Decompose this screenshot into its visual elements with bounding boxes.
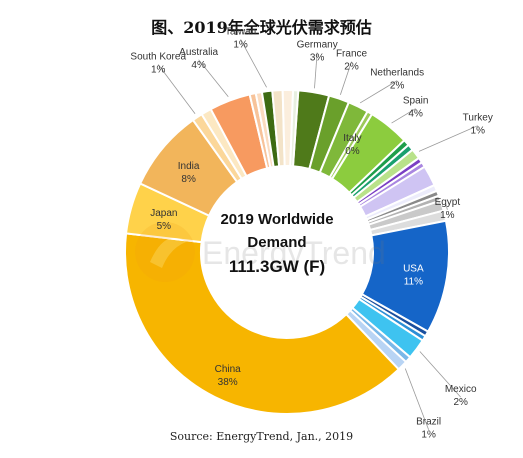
slice-label-spain: Spain [403,96,429,107]
slice-value-germany: 3% [310,53,325,64]
leader-line-spain [391,108,416,124]
slice-label-france: France [336,49,368,60]
slice-value-mexico: 2% [453,397,468,408]
slice-value-japan: 5% [157,221,172,232]
leader-line-germany [314,52,318,89]
leader-line-taiwan [240,39,267,88]
slice-value-egypt: 1% [440,210,455,221]
slice-label-india: India [178,161,200,172]
watermark-logo: EnergyTrend [135,222,386,282]
chart-title: 图、2019年全球光伏需求预估 [151,18,372,37]
leader-line-mexico [419,351,461,398]
slice-unlabeled-33 [289,89,300,168]
slice-china [124,232,401,415]
chart-source: Source: EnergyTrend, Jan., 2019 [169,430,354,443]
center-label-line-1: 2019 Worldwide [220,211,333,228]
slice-value-usa: 11% [404,276,423,287]
center-label-line-3: 111.3GW (F) [229,257,325,276]
slice-value-china: 38% [218,377,238,388]
slice-label-china: China [215,364,242,375]
leader-line-netherlands [359,80,398,104]
slice-label-netherlands: Netherlands [370,68,424,79]
slice-label-taiwan: Taiwan [225,26,256,37]
slice-value-france: 2% [344,62,359,73]
slice-value-spain: 4% [408,109,423,120]
center-label-line-2: Demand [247,234,306,251]
leader-line-australia [198,59,229,97]
leader-line-turkey [418,125,478,152]
slice-value-italy: 0% [345,146,360,157]
leader-line-south-korea [157,64,196,115]
slice-label-australia: Australia [179,47,218,58]
slice-label-usa: USA [403,263,424,274]
slice-label-brazil: Brazil [416,417,441,428]
slice-label-turkey: Turkey [463,113,493,124]
slice-label-germany: Germany [297,40,338,51]
leader-line-egypt [445,204,448,210]
slice-label-japan: Japan [150,208,177,219]
watermark-text: EnergyTrend [202,235,386,271]
leader-line-france [339,61,352,95]
slice-label-mexico: Mexico [445,384,477,395]
slice-value-netherlands: 2% [390,81,405,92]
slice-value-india: 8% [181,174,196,185]
slice-value-south-korea: 1% [151,64,166,75]
slice-value-taiwan: 1% [233,39,248,50]
slice-label-italy: Italy [343,133,361,144]
slice-value-turkey: 1% [471,126,486,137]
slice-value-brazil: 1% [421,430,436,441]
slice-value-australia: 4% [191,60,206,71]
slice-label-south-korea: South Korea [130,51,186,62]
slice-label-egypt: Egypt [435,197,461,208]
leader-line-brazil [404,368,430,430]
